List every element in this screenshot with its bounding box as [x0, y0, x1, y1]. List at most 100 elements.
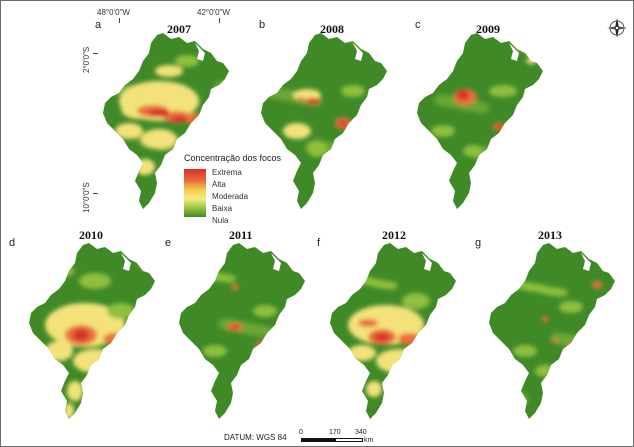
hotspot-moderada — [115, 123, 143, 139]
hotspot-moderada — [526, 58, 536, 64]
longitude-label-42w: 42°0'0"W — [197, 8, 230, 17]
panel-year-c: 2009 — [476, 22, 500, 36]
legend-label-alta: Alta — [212, 180, 226, 189]
hotspot-baixa — [307, 141, 327, 157]
coastline-bay — [509, 43, 519, 61]
hotspot-extrema — [374, 333, 390, 341]
panel-letter-f: f — [317, 237, 321, 249]
state-outline — [103, 33, 229, 209]
panel-letter-a: a — [95, 19, 102, 31]
map-2012 — [326, 241, 462, 427]
coastline-bay — [353, 43, 363, 61]
scale-tick-340: 340 — [355, 429, 367, 436]
hotspot-alta — [103, 333, 127, 345]
state-outline — [489, 243, 615, 419]
scale-bar: 0 170 340 km — [299, 429, 389, 447]
panel-year-b: 2008 — [320, 22, 344, 36]
legend-label-moderada: Moderada — [212, 192, 249, 201]
coastline-bay — [422, 253, 432, 271]
legend-title: Concentração dos focos — [184, 153, 282, 163]
hotspot-alta — [552, 339, 558, 343]
hotspot-baixa — [341, 85, 365, 97]
hotspot-baixa — [79, 273, 111, 289]
hotspot-extrema — [496, 125, 502, 129]
hotspot-baixa — [175, 55, 199, 67]
panel-letter-b: b — [259, 19, 266, 31]
datum-label: DATUM: WGS 84 — [224, 433, 287, 442]
hotspot-baixa — [253, 305, 277, 317]
hotspot-extrema — [149, 109, 169, 117]
longitude-tick-48w — [119, 18, 120, 23]
coastline-bay — [121, 253, 131, 271]
compass-rose-icon — [606, 17, 628, 39]
hotspot-extrema — [305, 98, 321, 104]
hotspot-extrema — [258, 344, 268, 350]
panel-letter-g: g — [475, 237, 482, 249]
legend: Concentração dos focos Extrema Alta Mode… — [184, 153, 294, 225]
hotspot-moderada — [366, 381, 382, 397]
scale-unit: km — [364, 437, 374, 444]
hotspot-baixa — [107, 303, 135, 319]
longitude-tick-42w — [219, 18, 220, 23]
panel-letter-e: e — [165, 237, 172, 249]
hotspot-moderada — [376, 349, 420, 373]
longitude-label-48w: 48°0'0"W — [97, 8, 130, 17]
hotspot-baixa — [559, 301, 583, 313]
scale-tick-170: 170 — [329, 429, 341, 436]
hotspot-alta — [567, 341, 583, 353]
panel-year-a: 2007 — [167, 22, 191, 36]
hotspot-baixa — [535, 365, 555, 377]
hotspot-baixa — [489, 85, 517, 97]
coastline-bay — [581, 253, 591, 271]
hotspot-baixa — [203, 345, 227, 357]
map-2009 — [413, 31, 549, 217]
hotspot-extrema — [339, 120, 347, 126]
map-2013 — [485, 241, 621, 427]
hotspot-alta — [255, 341, 271, 353]
hotspot-extrema — [194, 118, 204, 124]
hotspot-moderada — [67, 381, 83, 401]
hotspot-extrema — [457, 90, 469, 100]
panel-year-d: 2010 — [79, 228, 103, 242]
hotspot-moderada — [73, 349, 117, 373]
hotspot-baixa — [402, 293, 430, 309]
scale-tick-0: 0 — [299, 429, 303, 436]
hotspot-alta — [358, 319, 378, 327]
coastline-bay — [195, 43, 205, 61]
hotspot-moderada — [45, 341, 73, 361]
hotspot-alta — [592, 281, 602, 289]
legend-label-nula: Nula — [212, 216, 229, 225]
coastline-bay — [271, 253, 281, 271]
state-outline — [261, 33, 387, 209]
panel-year-f: 2012 — [382, 228, 406, 242]
hotspot-moderada — [141, 129, 177, 149]
hotspot-extrema — [571, 344, 579, 350]
hotspot-alta — [297, 97, 305, 101]
hotspot-moderada — [155, 65, 183, 77]
hotspot-alta — [231, 284, 239, 290]
latitude-label-2s: 2°0'0"S — [82, 46, 91, 73]
map-2010 — [25, 241, 161, 427]
hotspot-alta — [542, 316, 548, 322]
map-2008 — [257, 31, 393, 217]
latitude-tick-10s — [93, 193, 98, 194]
hotspot-baixa — [463, 145, 483, 157]
hotspot-moderada — [283, 123, 311, 139]
panel-year-g: 2013 — [538, 228, 562, 242]
hotspot-moderada — [64, 403, 74, 419]
panel-year-e: 2011 — [229, 228, 253, 242]
latitude-label-10s: 10°0'0"S — [82, 182, 91, 213]
panel-letter-d: d — [9, 237, 16, 249]
panel-letter-c: c — [415, 19, 421, 31]
legend-color-ramp — [184, 169, 206, 217]
hotspot-extrema — [73, 329, 89, 341]
state-outline — [417, 33, 543, 209]
hotspot-extrema — [171, 116, 187, 122]
legend-label-extrema: Extrema — [212, 168, 242, 177]
hotspot-baixa — [513, 345, 537, 357]
hotspot-moderada — [348, 345, 376, 361]
hotspot-extrema — [231, 325, 239, 329]
hotspot-moderada — [135, 159, 155, 175]
hotspot-alta — [185, 113, 205, 125]
